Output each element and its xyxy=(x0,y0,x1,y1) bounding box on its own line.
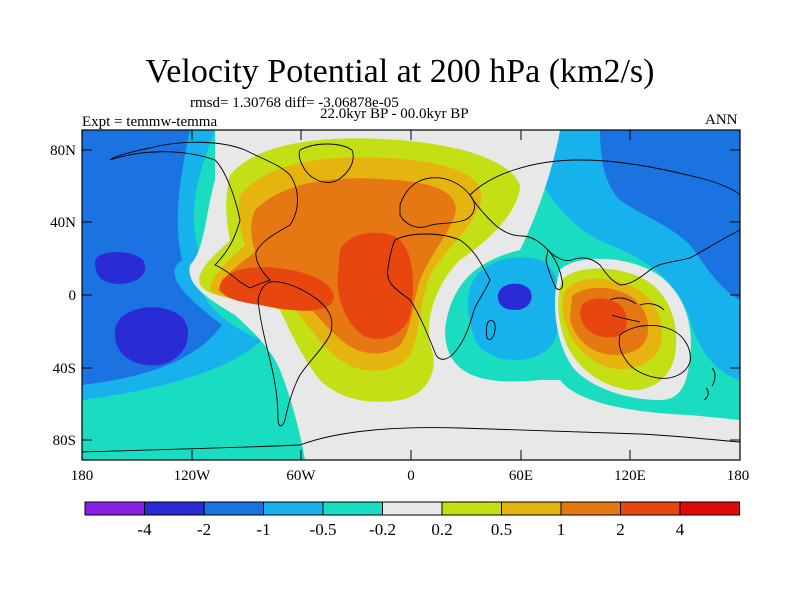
colorbar-swatch-3 xyxy=(204,502,264,515)
lon-label-120e: 120E xyxy=(614,468,646,484)
coastline-indonesia xyxy=(609,297,665,323)
lat-label-40s: 40S xyxy=(53,361,76,377)
colorbar-swatch-7 xyxy=(442,502,502,515)
coastline-australia xyxy=(618,324,691,379)
lat-label-0: 0 xyxy=(69,288,77,304)
contour-neg-indian-inner xyxy=(497,283,532,310)
lon-label-120w: 120W xyxy=(174,468,212,484)
lat-label-40n: 40N xyxy=(50,215,76,231)
colorbar-label-9: 2 xyxy=(616,520,625,539)
colorbar-swatch-11 xyxy=(680,502,740,515)
colorbar-label-8: 1 xyxy=(557,520,566,539)
colorbar-label-10: 4 xyxy=(676,520,685,539)
lon-ticks xyxy=(81,130,741,460)
colorbar-label-2: -2 xyxy=(197,520,211,539)
coastline-africa xyxy=(387,233,491,360)
lat-label-80s: 80S xyxy=(53,433,76,449)
colorbar-swatch-10 xyxy=(620,502,680,515)
colorbar-swatch-9 xyxy=(561,502,621,515)
colorbar-label-7: 0.5 xyxy=(491,520,512,539)
coastline-south-america xyxy=(257,281,333,427)
coastline-india xyxy=(545,249,563,291)
coastline-new-zealand xyxy=(703,367,716,401)
colorbar-swatch-6 xyxy=(382,502,442,515)
rmsd-diff-stats: rmsd= 1.30768 diff= -3.06878e-05 xyxy=(190,95,399,111)
contour-neg-asia-mid xyxy=(600,130,740,300)
contour-pos-2-atlantic xyxy=(337,232,413,339)
coastline-greenland xyxy=(298,143,354,183)
lon-label-180e: 180 xyxy=(727,468,750,484)
coastlines xyxy=(82,141,740,460)
lat-ticks xyxy=(82,149,740,441)
lon-label-0: 0 xyxy=(407,468,415,484)
coastline-north-america xyxy=(109,141,298,289)
coastline-europe xyxy=(399,177,476,228)
colorbar-label-4: -0.5 xyxy=(310,520,337,539)
season-label: ANN xyxy=(705,112,738,128)
coastline-antarctica xyxy=(82,427,740,460)
contour-pos-maritime-2 xyxy=(580,298,627,338)
colorbar-swatch-5 xyxy=(323,502,383,515)
colorbar-label-3: -1 xyxy=(256,520,270,539)
contour-pos-2-americas xyxy=(219,267,334,311)
colorbar-label-5: -0.2 xyxy=(369,520,396,539)
colorbar: -4 -2 -1 -0.5 -0.2 0.2 0.5 1 2 4 xyxy=(84,501,740,539)
colorbar-swatch-2 xyxy=(144,502,204,515)
colorbar-swatch-4 xyxy=(263,502,323,515)
coastline-asia xyxy=(469,159,740,286)
plot-title: Velocity Potential at 200 hPa (km2/s) xyxy=(145,53,655,90)
colorbar-frame xyxy=(84,501,740,516)
colorbar-swatch-1 xyxy=(85,502,145,515)
contour-neg-pacific-inner-north xyxy=(95,251,146,284)
coastline-madagascar xyxy=(485,319,496,341)
colorbar-label-6: 0.2 xyxy=(431,520,452,539)
lon-label-180w: 180 xyxy=(71,468,94,484)
colorbar-swatch-8 xyxy=(501,502,561,515)
lon-label-60e: 60E xyxy=(509,468,533,484)
experiment-label: Expt = temmw-temma xyxy=(82,114,218,130)
lon-label-60w: 60W xyxy=(286,468,316,484)
contour-neg-pacific-inner-south xyxy=(114,307,189,366)
contour-field xyxy=(82,130,740,460)
contour-neg-pacific-mid xyxy=(82,130,222,385)
lat-label-80n: 80N xyxy=(50,143,76,159)
period-label: 22.0kyr BP - 00.0kyr BP xyxy=(320,106,469,122)
colorbar-label-1: -4 xyxy=(137,520,152,539)
